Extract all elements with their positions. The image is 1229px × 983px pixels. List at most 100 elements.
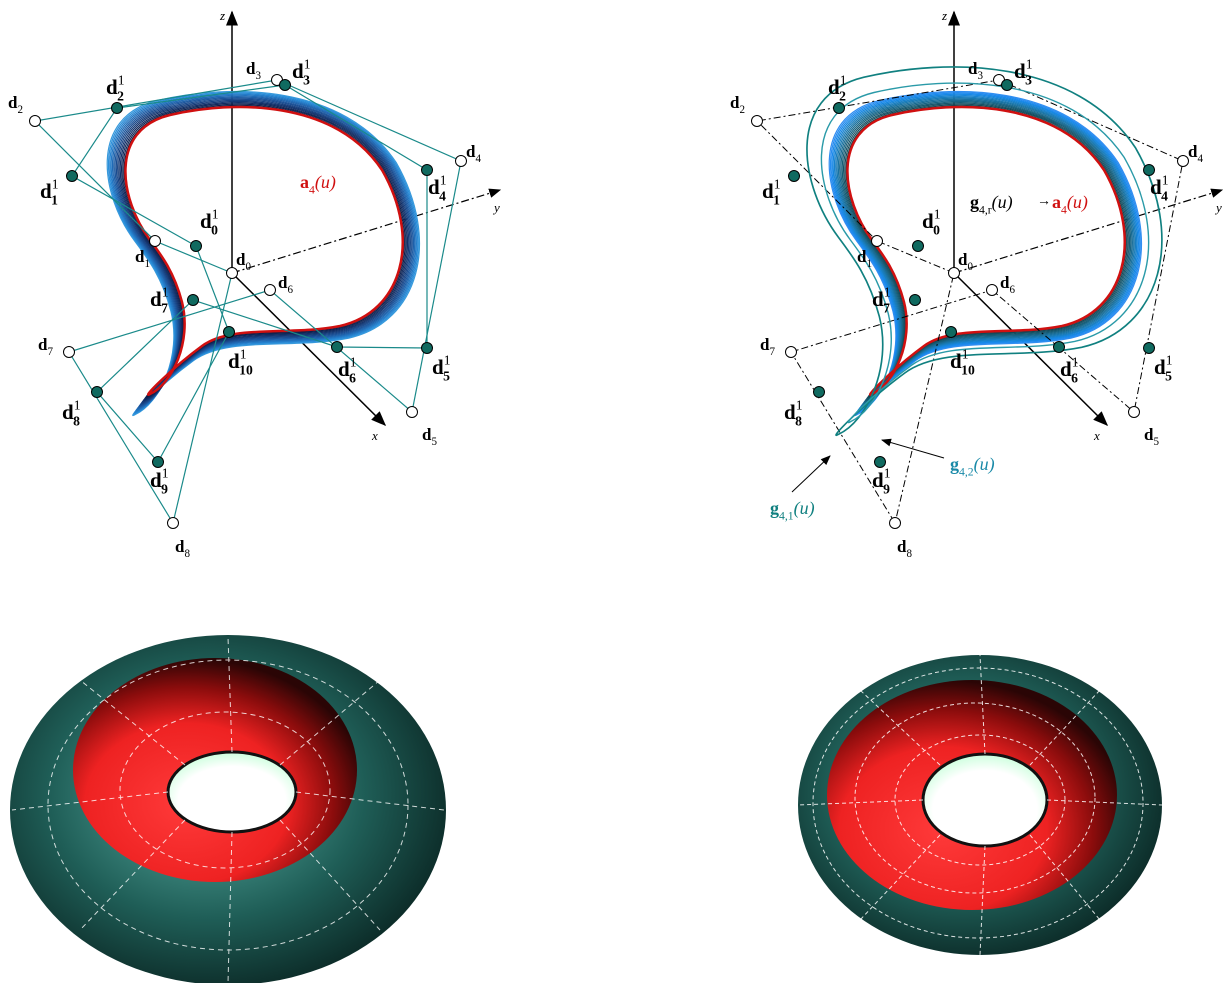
- label: d2: [8, 93, 23, 116]
- control-point-filled: [224, 327, 235, 338]
- label-sup: 1: [840, 73, 847, 88]
- pointer: [792, 456, 830, 492]
- label: d10: [200, 207, 219, 238]
- label-sub: 4,r: [979, 203, 992, 216]
- label-base: g: [950, 454, 959, 474]
- control-point-filled: [1144, 343, 1155, 354]
- axis-label: z: [941, 8, 947, 23]
- label-sup: 1: [1072, 355, 1079, 370]
- control-point-filled: [188, 295, 199, 306]
- label-sub: 4: [1161, 188, 1168, 203]
- label: d4: [466, 142, 481, 165]
- control-point-filled: [946, 327, 957, 338]
- label-sub: 8: [906, 548, 912, 560]
- label-sub: 6: [1071, 370, 1078, 385]
- label-sub: 0: [933, 222, 940, 237]
- label-arg: (u): [1067, 192, 1088, 213]
- control-point-open: [890, 518, 901, 529]
- label-sub: 2: [739, 104, 745, 116]
- label-sup: 1: [774, 177, 781, 192]
- curve-iterate: [124, 106, 404, 396]
- control-point-filled: [913, 241, 924, 252]
- control-point-open: [30, 116, 41, 127]
- label: d7: [38, 335, 53, 358]
- limit-curve: [125, 107, 402, 395]
- label: a4(u): [300, 172, 336, 196]
- label: d5: [1144, 425, 1159, 448]
- control-point-open: [872, 236, 883, 247]
- label-sub: 3: [1025, 72, 1032, 87]
- control-point-filled: [789, 171, 800, 182]
- label-sup: 1: [240, 347, 247, 362]
- label-sub: 4: [475, 153, 481, 165]
- label-base: g: [770, 498, 779, 518]
- label-sup: 1: [52, 177, 59, 192]
- axis-label: z: [219, 8, 225, 23]
- panel: zyxd0d1d2d3d4d5d6d7d8d10d11d12d13d14d15d…: [8, 8, 500, 560]
- label-arg: (u): [315, 172, 336, 193]
- control-point-open: [407, 407, 418, 418]
- label-sub: 1: [866, 258, 872, 270]
- label-sub: 4: [1197, 153, 1203, 165]
- label-sub: 10: [239, 362, 253, 377]
- label-sub: 9: [883, 481, 890, 496]
- label: d6: [278, 273, 293, 296]
- label-sub: 0: [967, 261, 973, 273]
- label-sup: 1: [1026, 57, 1033, 72]
- label: d15: [1154, 353, 1173, 384]
- label-sup: 1: [440, 173, 447, 188]
- label-sub: 1: [51, 192, 58, 207]
- label-sup: 1: [444, 353, 451, 368]
- tori: [10, 635, 1162, 983]
- label-sub: 8: [795, 413, 802, 428]
- label: d4: [1188, 142, 1203, 165]
- label: d14: [428, 173, 447, 204]
- label-sup: 1: [934, 207, 941, 222]
- label-sub: 6: [287, 284, 293, 296]
- label-sub: 5: [443, 368, 450, 383]
- panel: zyxd0d1d2d3d4d5d6d7d8d10d11d12d13d14d15d…: [730, 8, 1222, 560]
- label: d5: [422, 425, 437, 448]
- label: d3: [968, 59, 983, 82]
- label: d19: [872, 466, 891, 497]
- label: d3: [246, 59, 261, 82]
- label: d14: [1150, 173, 1169, 204]
- label-sup: 1: [962, 347, 969, 362]
- control-point-filled: [422, 165, 433, 176]
- control-point-filled: [1054, 342, 1065, 353]
- control-point-filled: [191, 241, 202, 252]
- control-point-open: [168, 518, 179, 529]
- label: d16: [338, 355, 357, 386]
- label-sup: 1: [118, 73, 125, 88]
- label: d15: [432, 353, 451, 384]
- label: d16: [1060, 355, 1079, 386]
- label-sub: 10: [961, 362, 975, 377]
- control-point-filled: [92, 387, 103, 398]
- control-point-filled: [814, 387, 825, 398]
- label: d10: [922, 207, 941, 238]
- control-point-open: [786, 347, 797, 358]
- label-arg: (u): [992, 192, 1013, 213]
- label-sub: 4,2: [959, 465, 974, 478]
- y-axis: [232, 190, 500, 273]
- curve-iterate: [847, 107, 1124, 395]
- control-point-open: [64, 347, 75, 358]
- label-sub: 3: [977, 70, 983, 82]
- curve-iterate: [125, 107, 402, 395]
- label: d17: [872, 285, 891, 316]
- label-sub: 2: [839, 88, 846, 103]
- label-base: g: [970, 192, 979, 212]
- label: d6: [1000, 273, 1015, 296]
- limit-curve: [847, 107, 1124, 395]
- control-point-open: [752, 116, 763, 127]
- axis-label: y: [1214, 200, 1222, 215]
- label-base: a: [1052, 192, 1061, 212]
- label-sub: 5: [1165, 368, 1172, 383]
- label-sup: 1: [796, 398, 803, 413]
